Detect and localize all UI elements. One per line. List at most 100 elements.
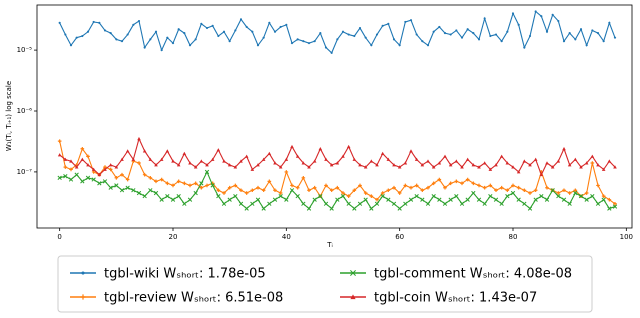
point [471, 181, 476, 186]
point [160, 49, 163, 52]
point [369, 206, 374, 211]
point [120, 172, 124, 177]
point [307, 188, 311, 193]
point [289, 188, 295, 193]
point [68, 177, 74, 182]
point [483, 17, 486, 20]
series-line [59, 137, 616, 177]
point [465, 177, 470, 182]
point [165, 193, 170, 199]
point [250, 201, 255, 206]
point [443, 32, 447, 35]
point [579, 28, 583, 31]
point [176, 193, 181, 199]
x-tick-label: 40 [282, 233, 291, 241]
point [568, 32, 571, 35]
point [375, 163, 379, 167]
point [182, 151, 187, 156]
point [284, 157, 289, 161]
point [222, 191, 226, 195]
point [363, 191, 368, 195]
point [353, 34, 356, 38]
point [426, 185, 430, 190]
point [278, 165, 283, 169]
point [448, 197, 453, 202]
point [217, 34, 220, 38]
point [494, 188, 498, 193]
point [489, 34, 492, 38]
point [574, 38, 577, 41]
point [556, 191, 561, 195]
point [143, 46, 146, 49]
point [290, 183, 294, 188]
point [295, 193, 300, 199]
point [268, 21, 271, 24]
point [57, 175, 62, 180]
point [607, 197, 612, 202]
point [183, 32, 186, 35]
point [57, 139, 62, 143]
point [398, 44, 401, 47]
point [199, 185, 204, 190]
point [363, 165, 368, 169]
point [488, 193, 493, 199]
point [159, 197, 164, 202]
point [165, 181, 170, 186]
point [601, 194, 606, 198]
point [562, 188, 566, 193]
point [272, 197, 278, 202]
point [75, 36, 78, 39]
point [262, 36, 265, 39]
point [369, 194, 374, 198]
point [171, 183, 175, 188]
point [199, 181, 204, 186]
point [301, 161, 306, 165]
point [482, 185, 487, 190]
point [313, 40, 316, 43]
point [216, 148, 221, 152]
point [528, 34, 532, 38]
point [154, 30, 158, 33]
point [284, 170, 289, 174]
point [323, 201, 329, 206]
point [488, 183, 493, 188]
point [102, 179, 108, 184]
point [239, 159, 243, 163]
legend-label: tgbl-comment Wₛₕₒᵣₜ: 4.08e-08 [374, 267, 572, 282]
point [381, 24, 384, 27]
point [336, 38, 339, 41]
point [137, 136, 141, 141]
point [437, 177, 442, 182]
point [261, 206, 266, 211]
point [527, 206, 533, 211]
point [562, 146, 566, 151]
point [596, 183, 600, 188]
point [74, 172, 79, 177]
point [92, 20, 95, 24]
point [533, 197, 538, 202]
point [193, 181, 198, 186]
point [170, 197, 176, 202]
point [415, 33, 418, 36]
point [420, 163, 425, 167]
point [142, 193, 147, 199]
legend-label: tgbl-coin Wₛₕₒᵣₜ: 1.43e-07 [374, 291, 537, 306]
point [64, 33, 67, 36]
x-tick-label: 20 [169, 233, 178, 241]
point [443, 154, 447, 158]
point [567, 163, 572, 167]
point [256, 185, 260, 190]
point [443, 185, 447, 190]
legend-label: tgbl-wiki Wₛₕₒᵣₜ: 1.78e-05 [104, 267, 266, 282]
point [159, 177, 164, 182]
point [545, 30, 549, 33]
point [120, 40, 124, 43]
point [273, 161, 277, 165]
point [506, 30, 509, 33]
point [544, 197, 550, 202]
point [166, 36, 169, 39]
point [499, 185, 504, 190]
point [397, 191, 402, 195]
point [346, 144, 351, 149]
point [431, 181, 436, 186]
